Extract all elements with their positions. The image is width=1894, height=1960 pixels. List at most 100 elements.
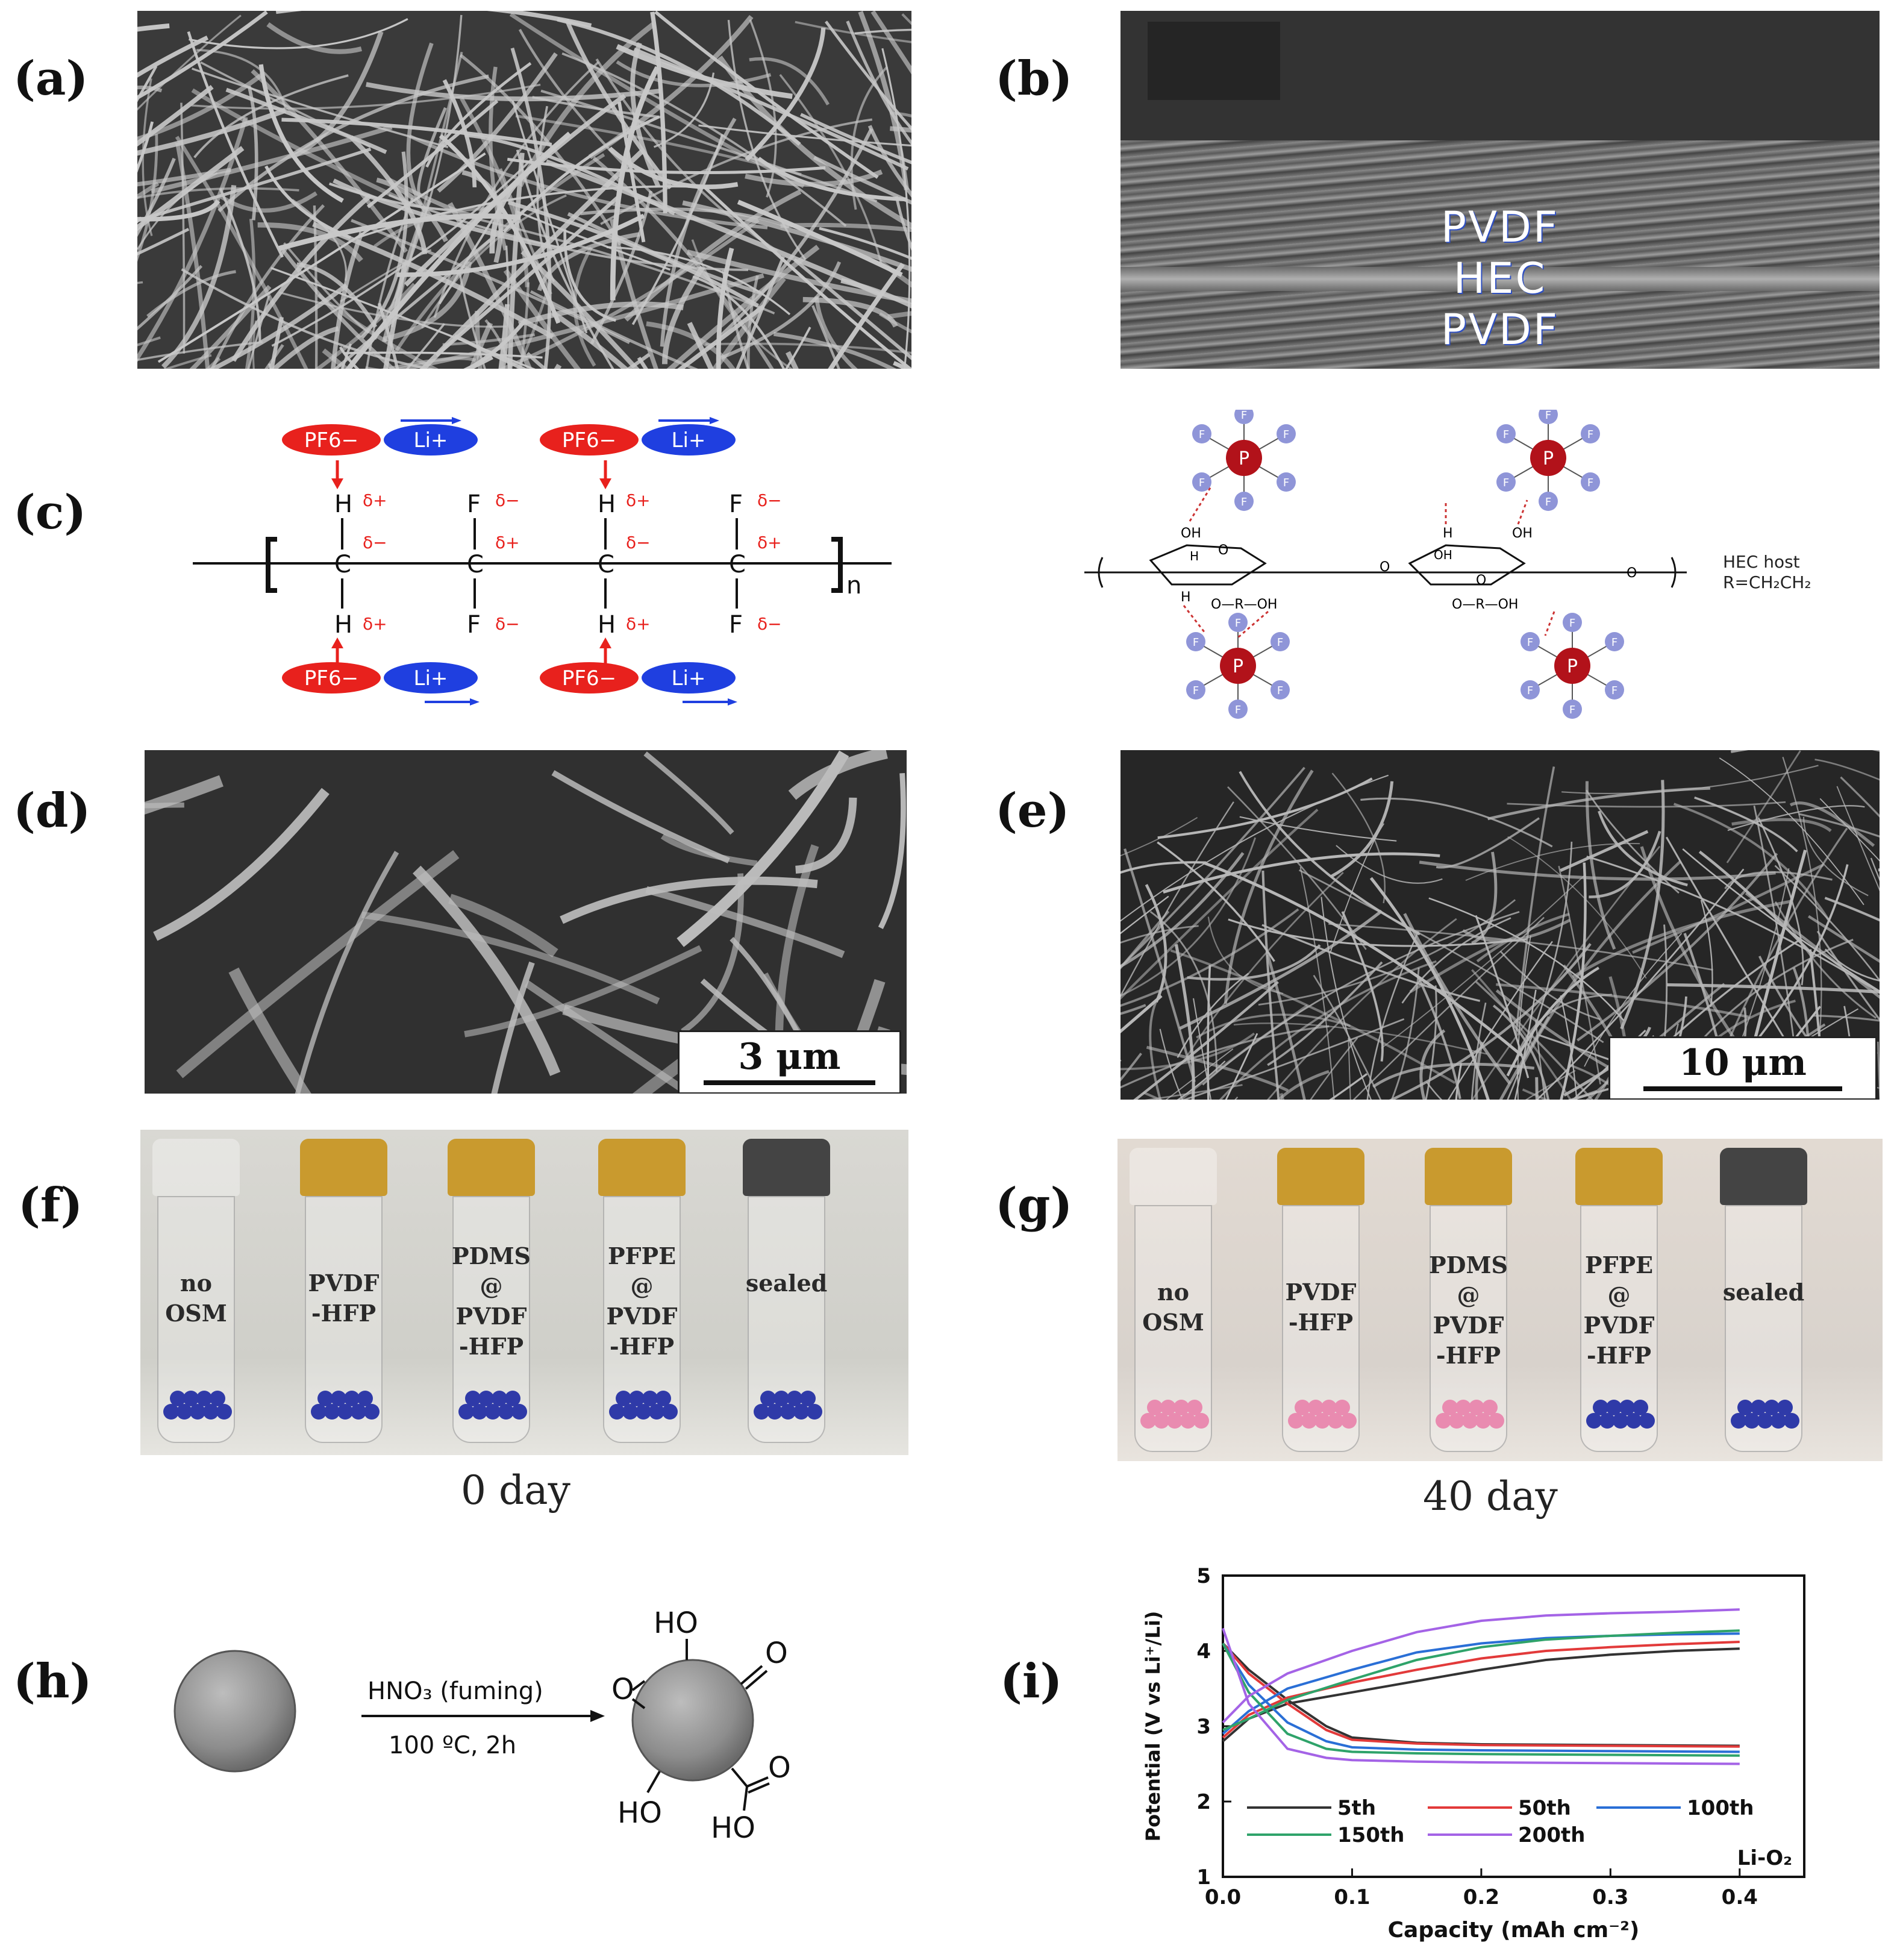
- fiber: [366, 82, 661, 102]
- f-atom-label: F: [1569, 704, 1575, 716]
- vial-cap: [1425, 1148, 1512, 1205]
- ion-pair-bottom-right: PF6− Li+: [540, 662, 737, 706]
- desiccant-bead: [331, 1391, 346, 1406]
- fiber: [1390, 967, 1420, 1100]
- f-atom-label: F: [1199, 477, 1205, 489]
- svg-text:F: F: [467, 611, 481, 639]
- fiber: [1149, 910, 1217, 1072]
- desiccant-bead: [1586, 1413, 1602, 1429]
- fiber: [687, 322, 714, 369]
- fiber: [1814, 759, 1880, 781]
- fiber: [439, 134, 561, 324]
- desiccant-bead: [1154, 1413, 1169, 1429]
- desiccant-bead: [1626, 1413, 1642, 1429]
- desiccant-bead: [1593, 1400, 1608, 1415]
- fiber: [1328, 922, 1713, 971]
- fiber: [1120, 1004, 1146, 1015]
- vial: PVDF -HFP: [294, 1139, 393, 1443]
- desiccant-bead: [177, 1404, 192, 1420]
- fiber: [1202, 910, 1520, 1086]
- f-atom-label: F: [1283, 428, 1289, 441]
- fiber: [564, 18, 673, 190]
- layer-label-hec: HEC: [1453, 254, 1547, 303]
- y-axis-label: Potential (V vs Li⁺/Li): [1142, 1611, 1164, 1842]
- fiber: [773, 331, 896, 369]
- vial-label-line: PFPE: [1584, 1251, 1654, 1279]
- fiber: [608, 146, 739, 189]
- vial-label-line: -HFP: [458, 1333, 524, 1360]
- fiber: [508, 200, 759, 308]
- desiccant-bead: [1314, 1413, 1330, 1429]
- ion-pair-top-right: PF6− Li+: [540, 417, 736, 456]
- fiber: [1360, 797, 1553, 848]
- f-atom-label: F: [1587, 428, 1593, 441]
- panel-label-i: (i): [1000, 1654, 1063, 1709]
- sem-image-d: 3 μm: [145, 750, 907, 1094]
- f-atom-label: F: [1587, 477, 1593, 489]
- desiccant-bead: [760, 1391, 776, 1406]
- f-atom: [1234, 492, 1254, 511]
- layer-label-pvdf-top: PVDF: [1440, 202, 1560, 252]
- fiber: [1228, 918, 1527, 947]
- fiber: [413, 865, 561, 1076]
- p-atom-label: P: [1239, 448, 1249, 469]
- desiccant-bead: [1180, 1413, 1196, 1429]
- legend-label: 5th: [1337, 1796, 1376, 1820]
- fiber: [464, 133, 675, 216]
- vial-label-line: PVDF: [1285, 1279, 1357, 1306]
- fiber: [813, 155, 911, 205]
- fiber: [795, 20, 911, 43]
- fiber: [736, 256, 785, 369]
- fiber: [745, 27, 826, 161]
- panel-label-d: (d): [13, 783, 91, 838]
- fiber: [854, 28, 911, 35]
- fiber: [137, 108, 287, 156]
- fiber: [524, 980, 696, 1094]
- fiber: [686, 249, 911, 304]
- fiber: [1558, 866, 1601, 1085]
- x-axis-label: Capacity (mAh cm⁻²): [1388, 1918, 1640, 1943]
- fiber: [1807, 915, 1880, 963]
- vial-label-line: -HFP: [609, 1333, 675, 1360]
- fiber: [339, 346, 360, 369]
- fiber: [1719, 757, 1864, 906]
- desiccant-bead: [1751, 1400, 1766, 1415]
- fiber: [1207, 965, 1211, 1100]
- svg-text:HO: HO: [711, 1811, 755, 1845]
- svg-text:H: H: [598, 490, 616, 518]
- fiber: [1417, 976, 1461, 1100]
- fiber: [1310, 1037, 1358, 1100]
- fiber: [270, 326, 339, 369]
- oxidized-particle: [631, 1659, 754, 1782]
- fiber: [703, 186, 911, 369]
- desiccant-bead: [190, 1404, 205, 1420]
- fiber: [442, 79, 477, 187]
- f-atom-label: F: [1283, 477, 1289, 489]
- desiccant-bead: [754, 1404, 769, 1420]
- fiber: [650, 11, 667, 213]
- fiber: [137, 199, 220, 222]
- carbon-2: F C F δ− δ+ δ−: [467, 490, 520, 639]
- f-atom: [1228, 700, 1248, 719]
- fiber: [383, 261, 472, 342]
- f-atom-label: F: [1235, 704, 1241, 716]
- x-tick-label: 0.4: [1722, 1885, 1758, 1909]
- vial-label: no OSM: [1117, 1277, 1235, 1338]
- svg-text:O: O: [611, 1673, 634, 1706]
- fiber: [1225, 1033, 1258, 1100]
- vial-label: PVDF -HFP: [1259, 1277, 1383, 1338]
- vial: no OSM: [1124, 1148, 1223, 1452]
- desiccant-bead: [1442, 1400, 1458, 1415]
- desiccant-bead: [1455, 1400, 1471, 1415]
- svg-text:Li+: Li+: [672, 666, 706, 690]
- vial-label: PVDF -HFP: [282, 1268, 405, 1329]
- pf6-cluster: F F F F F F P: [1521, 613, 1624, 719]
- fiber: [247, 295, 270, 369]
- fiber: [1719, 827, 1848, 1060]
- desiccant-bead: [505, 1391, 520, 1406]
- fiber: [1471, 845, 1661, 1100]
- vial-label: PDMS @ PVDF -HFP: [1407, 1250, 1530, 1371]
- fiber: [448, 202, 533, 369]
- panel-label-e: (e): [995, 783, 1070, 838]
- fiber: [1120, 1053, 1142, 1082]
